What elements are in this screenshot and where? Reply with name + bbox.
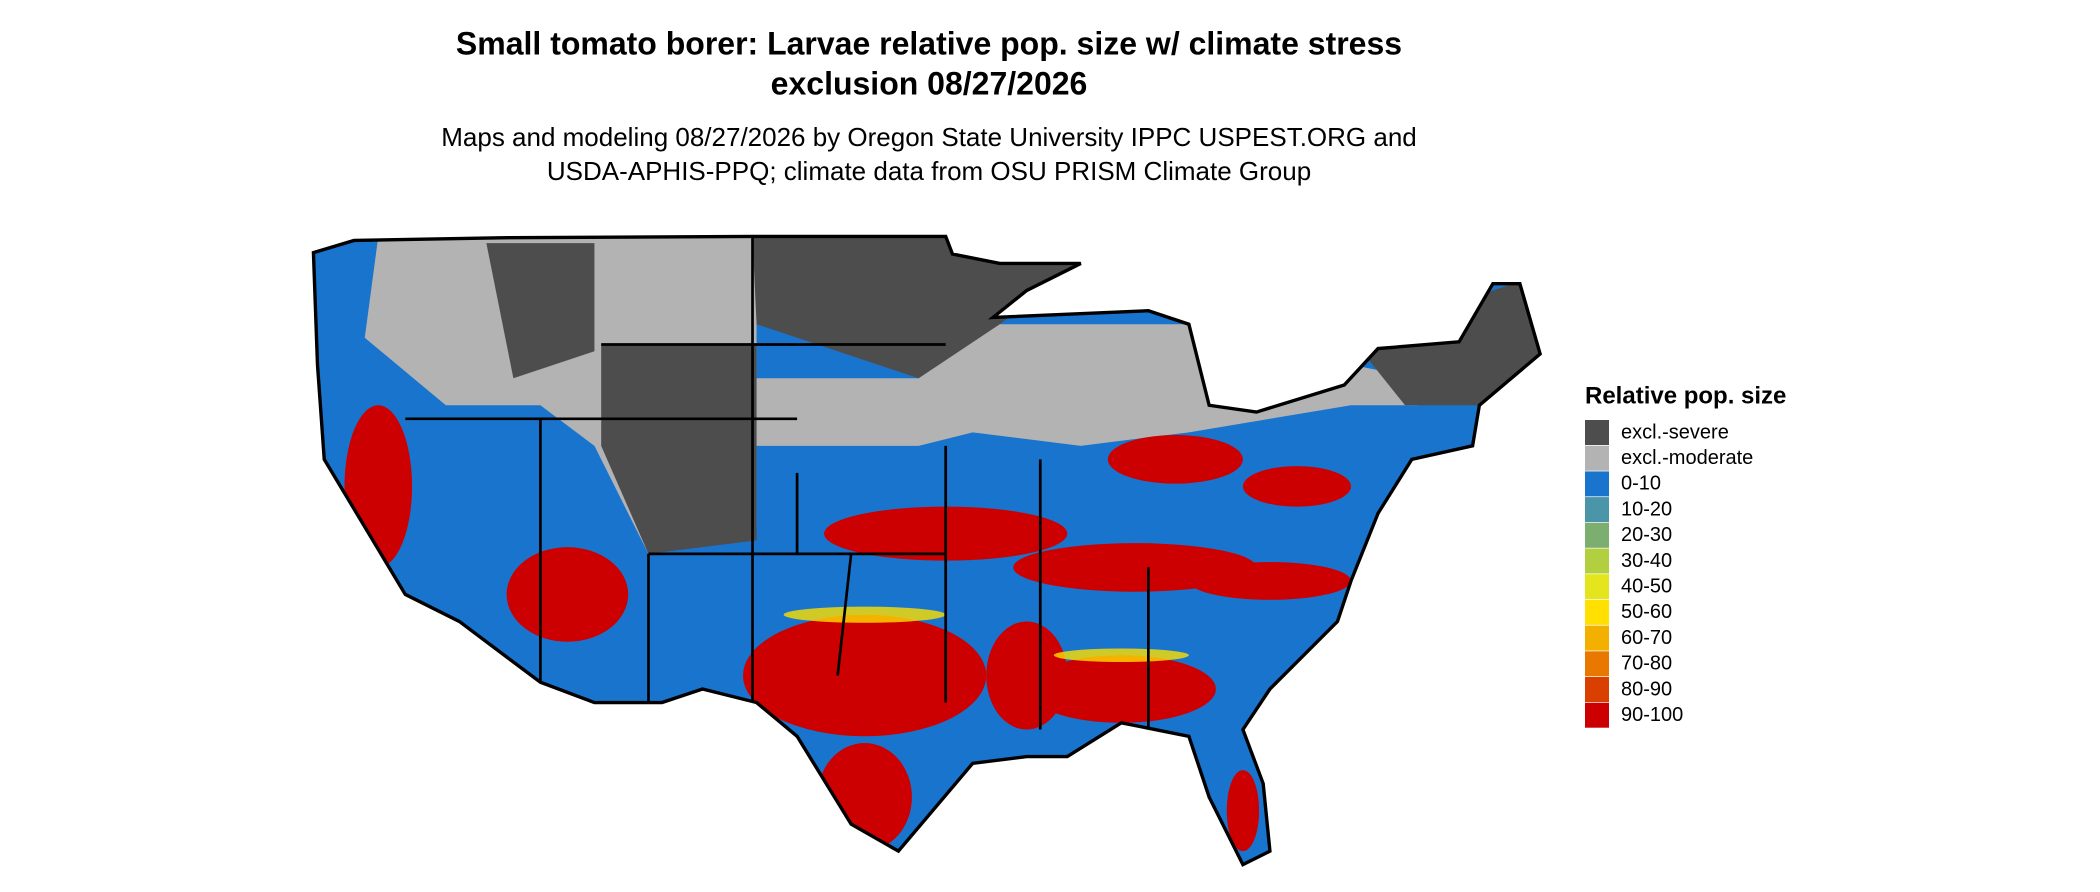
legend-label: 30-40 xyxy=(1621,550,1672,572)
legend-label: 80-90 xyxy=(1621,678,1672,700)
legend: excl.-severe excl.-moderate 0-10 10-20 20-30… xyxy=(1585,420,1753,728)
legend-label: 50-60 xyxy=(1621,601,1672,623)
state-borders xyxy=(405,236,1150,730)
legend-swatch xyxy=(1585,445,1609,471)
legend-swatch xyxy=(1585,497,1609,523)
legend-label: 10-20 xyxy=(1621,498,1672,520)
legend-swatch xyxy=(1585,651,1609,677)
title: Small tomato borer: Larvae relative pop.… xyxy=(456,25,1402,61)
legend-swatch xyxy=(1585,599,1609,625)
legend-swatch xyxy=(1585,677,1609,702)
legend-swatch xyxy=(1585,548,1609,574)
red-areas xyxy=(344,405,1352,852)
legend-swatch xyxy=(1585,574,1609,600)
legend-swatch xyxy=(1585,625,1609,651)
legend-label: 70-80 xyxy=(1621,653,1672,675)
legend-label: 90-100 xyxy=(1621,704,1683,726)
yellow-edges xyxy=(783,606,1189,662)
legend-swatch xyxy=(1585,471,1609,497)
legend-label: 60-70 xyxy=(1621,627,1672,649)
legend-swatch xyxy=(1585,522,1609,548)
title: exclusion 08/27/2026 xyxy=(771,65,1088,101)
legend-swatch xyxy=(1585,702,1609,728)
legend-label: excl.-severe xyxy=(1621,421,1729,443)
legend-label: excl.-moderate xyxy=(1621,447,1753,469)
legend-label: 20-30 xyxy=(1621,524,1672,546)
legend-label: 0-10 xyxy=(1621,473,1661,495)
us-map xyxy=(311,234,1542,867)
legend-swatch xyxy=(1585,420,1609,445)
legend-label: 40-50 xyxy=(1621,575,1672,597)
legend-title: Relative pop. size xyxy=(1585,382,1786,409)
subtitle: USDA-APHIS-PPQ; climate data from OSU PR… xyxy=(547,156,1311,186)
subtitle: Maps and modeling 08/27/2026 by Oregon S… xyxy=(441,122,1417,152)
